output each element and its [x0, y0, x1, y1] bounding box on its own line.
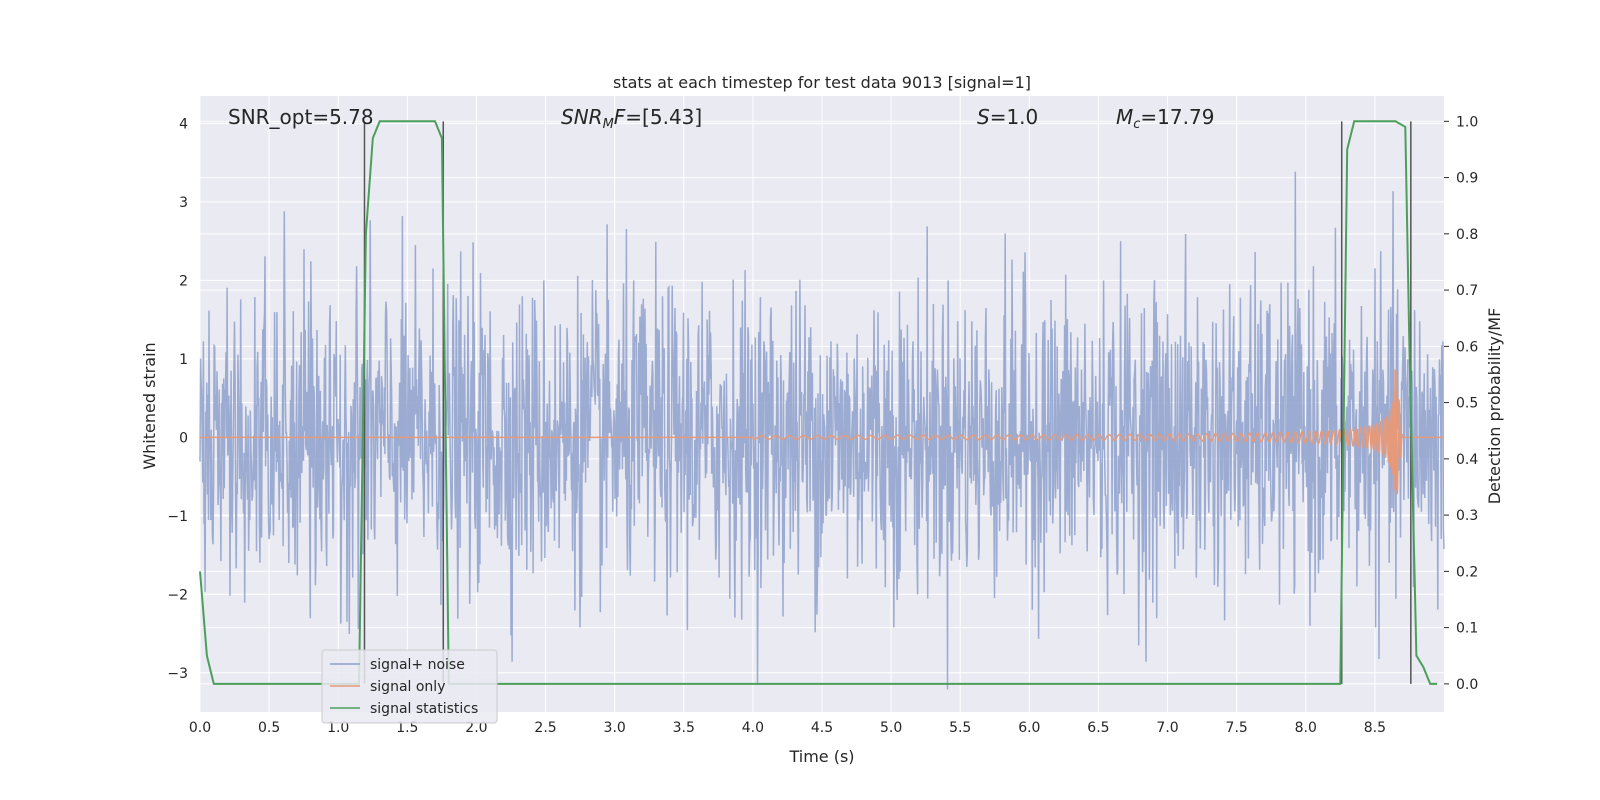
- signal-only-line: [200, 369, 1444, 495]
- x-tick-label: 6.5: [1087, 720, 1109, 736]
- x-axis-label: Time (s): [788, 747, 854, 766]
- signal-series: [200, 369, 1444, 495]
- y-right-tick-label: 0.1: [1456, 621, 1478, 637]
- x-tick-label: 7.5: [1226, 720, 1248, 736]
- legend: signal+ noise signal only signal statist…: [321, 649, 498, 724]
- y-right-tick-label: 0.6: [1456, 339, 1478, 355]
- legend-label-noise: signal+ noise: [370, 657, 465, 673]
- x-tick-label: 8.0: [1295, 720, 1317, 736]
- y-tick-label: −3: [167, 666, 188, 682]
- y-axis-right-label: Detection probability/MF: [1485, 308, 1504, 505]
- chart-title: stats at each timestep for test data 901…: [613, 73, 1031, 92]
- y-right-tick-label: 0.9: [1456, 171, 1478, 187]
- y-right-tick-label: 0.7: [1456, 283, 1478, 299]
- y-axis-label: Whitened strain: [140, 342, 159, 469]
- y-tick-label: 4: [179, 116, 188, 132]
- x-tick-label: 3.5: [673, 720, 695, 736]
- y-right-tick-label: 0.0: [1456, 677, 1478, 693]
- x-tick-label: 3.0: [604, 720, 626, 736]
- y-tick-label: 3: [179, 195, 188, 211]
- noise-series: [199, 171, 1445, 690]
- x-tick-label: 0.5: [258, 720, 280, 736]
- y-right-tick-label: 0.5: [1456, 396, 1478, 412]
- y-right-tick-label: 0.2: [1456, 564, 1478, 580]
- ticks-layer: 0.0 0.5 1.0 1.5 2.0 2.5 3.0 3.5 4.0 4.5 5.0 5.5 6.0 6…: [167, 114, 1478, 736]
- x-tick-label: 5.5: [949, 720, 971, 736]
- x-tick-label: 7.0: [1156, 720, 1178, 736]
- x-tick-label: 4.0: [742, 720, 764, 736]
- y-tick-label: 1: [179, 352, 188, 368]
- x-tick-label: 4.5: [811, 720, 833, 736]
- x-tick-label: 0.0: [189, 720, 211, 736]
- y-tick-label: 2: [179, 273, 188, 289]
- signal-noise-line: [199, 171, 1445, 690]
- legend-label-signal: signal only: [370, 679, 445, 695]
- annotation-snr-opt: SNR_opt=5.78: [228, 105, 374, 129]
- x-tick-label: 8.5: [1364, 720, 1386, 736]
- legend-label-stats: signal statistics: [370, 701, 478, 717]
- y-tick-label: −1: [167, 509, 188, 525]
- y-right-tick-label: 0.4: [1456, 452, 1478, 468]
- y-right-tick-label: 0.8: [1456, 227, 1478, 243]
- x-tick-label: 1.0: [327, 720, 349, 736]
- x-tick-label: 2.5: [534, 720, 556, 736]
- x-tick-label: 5.0: [880, 720, 902, 736]
- y-tick-label: −2: [167, 587, 188, 603]
- legend-box: [321, 649, 498, 724]
- annotation-s: S=1.0: [977, 105, 1038, 129]
- y-right-tick-label: 0.3: [1456, 508, 1478, 524]
- y-tick-label: 0: [179, 430, 188, 446]
- y-right-tick-label: 1.0: [1456, 114, 1478, 130]
- x-tick-label: 2.0: [465, 720, 487, 736]
- x-tick-label: 1.5: [396, 720, 418, 736]
- annotation-snr-mf: SNRMF=[5.43]: [561, 105, 702, 132]
- annotation-mc: Mc=17.79: [1116, 105, 1214, 132]
- x-tick-label: 6.0: [1018, 720, 1040, 736]
